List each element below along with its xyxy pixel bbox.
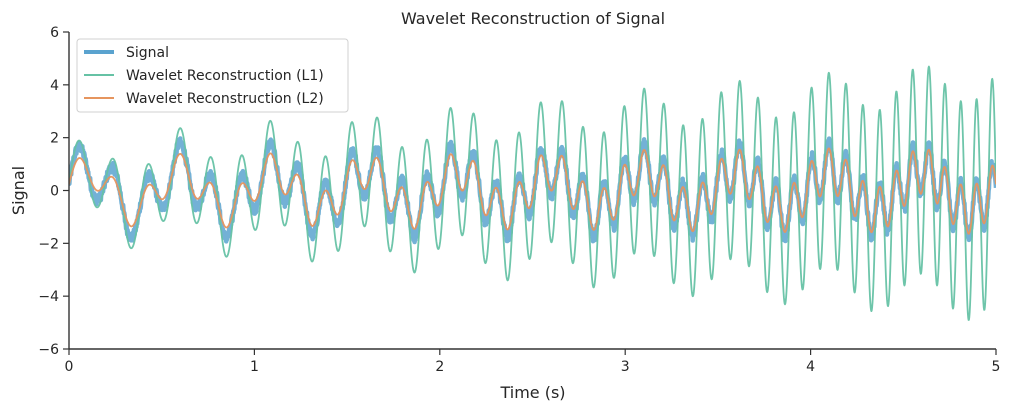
y-tick-label: 0 (50, 184, 59, 200)
x-tick-label: 1 (250, 359, 259, 375)
y-axis-label: Signal (9, 166, 28, 215)
legend-label: Wavelet Reconstruction (L1) (126, 68, 324, 84)
y-tick-label: 2 (50, 131, 59, 147)
y-tick-label: −2 (38, 236, 59, 252)
y-tick-label: 4 (50, 78, 59, 94)
x-tick-label: 0 (65, 359, 74, 375)
x-tick-label: 2 (435, 359, 444, 375)
legend: Signal Wavelet Reconstruction (L1) Wavelet… (76, 38, 349, 113)
y-tick-label: 6 (50, 25, 59, 41)
legend-label: Wavelet Reconstruction (L2) (126, 91, 324, 107)
series-line-3 (69, 147, 996, 235)
x-axis-label: Time (s) (499, 383, 565, 402)
x-tick-label: 5 (992, 359, 1001, 375)
legend-label: Signal (126, 45, 169, 61)
chart-title: Wavelet Reconstruction of Signal (401, 9, 665, 28)
x-tick-label: 4 (806, 359, 815, 375)
legend-frame (76, 38, 349, 113)
y-tick-label: −4 (38, 289, 59, 305)
y-tick-label: −6 (38, 342, 59, 358)
x-tick-label: 3 (621, 359, 630, 375)
